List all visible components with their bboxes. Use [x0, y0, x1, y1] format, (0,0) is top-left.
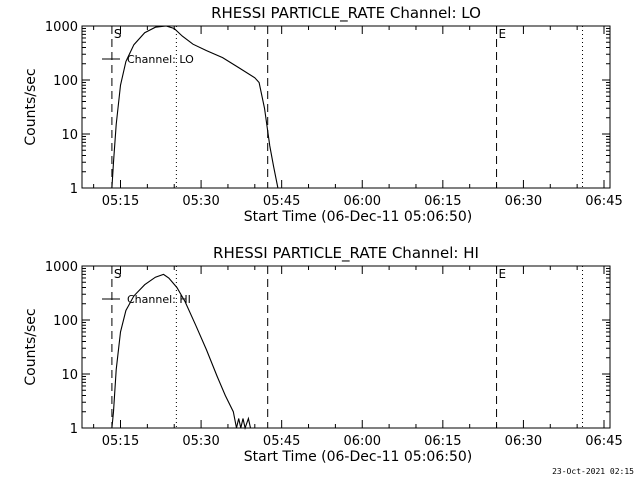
- x-tick-label: 05:15: [102, 434, 139, 449]
- x-tick-label: 06:30: [505, 434, 542, 449]
- x-tick-label: 06:45: [585, 194, 622, 209]
- plot-timestamp: 23-Oct-2021 02:15: [552, 467, 634, 476]
- y-tick-label: 1000: [45, 20, 78, 35]
- y-tick-label: 100: [53, 314, 78, 329]
- y-tick-label: 10: [61, 368, 78, 383]
- legend-label: Channel: LO: [127, 53, 194, 66]
- plot-frame: [81, 265, 611, 429]
- x-tick-label: 06:30: [505, 194, 542, 209]
- plot-frame: [81, 25, 611, 189]
- chart-panel-2: RHESSI PARTICLE_RATE Channel: HI 1 10 100 10…: [23, 244, 623, 465]
- event-marker-label: E: [499, 267, 507, 281]
- x-tick-label: 06:00: [344, 434, 381, 449]
- y-axis-label: Counts/sec: [23, 308, 39, 385]
- x-tick-label: 05:45: [263, 434, 300, 449]
- y-tick-label: 1: [70, 422, 78, 437]
- x-tick-label: 06:00: [344, 194, 381, 209]
- y-tick-label: 1000: [45, 260, 78, 275]
- x-tick-label: 06:45: [585, 434, 622, 449]
- y-tick-label: 1: [70, 182, 78, 197]
- y-axis-label: Counts/sec: [23, 68, 39, 145]
- event-marker-label: S: [114, 27, 122, 41]
- x-tick-label: 06:15: [424, 194, 461, 209]
- y-tick-label: 10: [61, 128, 78, 143]
- series-line: [111, 25, 279, 189]
- x-axis-label: Start Time (06-Dec-11 05:06:50): [244, 449, 472, 465]
- x-tick-label: 05:30: [182, 194, 219, 209]
- chart-title: RHESSI PARTICLE_RATE Channel: LO: [211, 4, 481, 23]
- event-marker-label: E: [499, 27, 507, 41]
- y-tick-label: 100: [53, 74, 78, 89]
- chart-panel-1: RHESSI PARTICLE_RATE Channel: LO 1 10 100 10…: [23, 4, 623, 225]
- chart-title: RHESSI PARTICLE_RATE Channel: HI: [213, 244, 479, 263]
- x-tick-label: 05:15: [102, 194, 139, 209]
- x-tick-label: 06:15: [424, 434, 461, 449]
- x-tick-label: 05:45: [263, 194, 300, 209]
- event-marker-label: S: [114, 267, 122, 281]
- series-line: [111, 273, 252, 431]
- legend-label: Channel: HI: [127, 293, 191, 306]
- x-tick-label: 05:30: [182, 434, 219, 449]
- x-axis-label: Start Time (06-Dec-11 05:06:50): [244, 209, 472, 225]
